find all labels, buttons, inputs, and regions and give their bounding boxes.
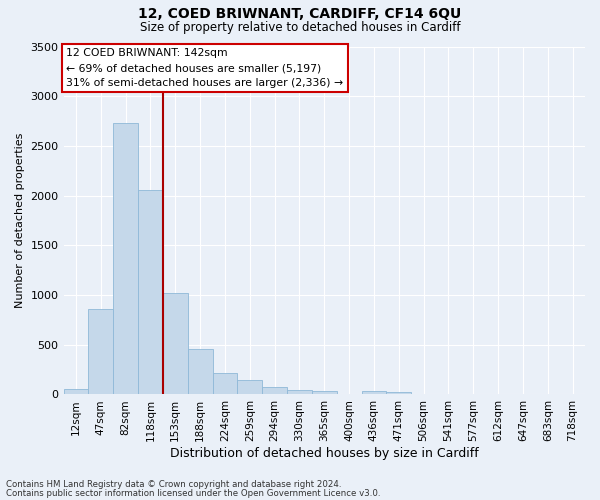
Text: Contains HM Land Registry data © Crown copyright and database right 2024.: Contains HM Land Registry data © Crown c… (6, 480, 341, 489)
Text: 12, COED BRIWNANT, CARDIFF, CF14 6QU: 12, COED BRIWNANT, CARDIFF, CF14 6QU (139, 8, 461, 22)
Bar (312, 392, 337, 394)
Bar (188, 349, 212, 395)
Bar (212, 373, 238, 394)
Text: Size of property relative to detached houses in Cardiff: Size of property relative to detached ho… (140, 21, 460, 34)
Bar (138, 190, 163, 394)
Bar (287, 390, 312, 394)
X-axis label: Distribution of detached houses by size in Cardiff: Distribution of detached houses by size … (170, 447, 479, 460)
Bar (113, 123, 138, 394)
Y-axis label: Number of detached properties: Number of detached properties (15, 133, 25, 308)
Bar (262, 387, 287, 394)
Bar (362, 391, 386, 394)
Text: 12 COED BRIWNANT: 142sqm
← 69% of detached houses are smaller (5,197)
31% of sem: 12 COED BRIWNANT: 142sqm ← 69% of detach… (66, 48, 343, 88)
Bar (64, 389, 88, 394)
Bar (163, 293, 188, 394)
Bar (238, 380, 262, 394)
Bar (386, 392, 411, 394)
Text: Contains public sector information licensed under the Open Government Licence v3: Contains public sector information licen… (6, 488, 380, 498)
Bar (88, 310, 113, 394)
